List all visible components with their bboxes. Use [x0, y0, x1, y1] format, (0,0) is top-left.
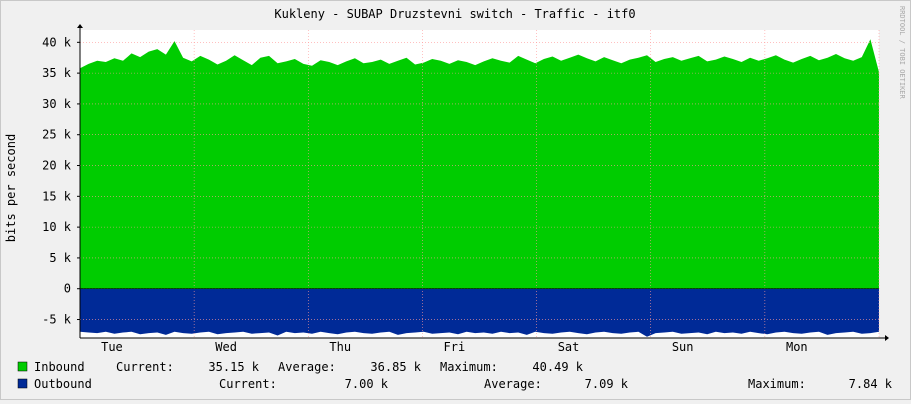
legend-swatch-inbound [17, 361, 28, 372]
chart-title: Kukleny - SUBAP Druzstevni switch - Traf… [274, 7, 635, 21]
y-tick-label: 15 k [42, 189, 72, 203]
y-axis-label: bits per second [4, 134, 18, 242]
legend-inbound-current-value: 35.15 k [208, 360, 259, 374]
legend-inbound-maximum-value: 40.49 k [532, 360, 583, 374]
y-tick-label: -5 k [42, 313, 72, 327]
x-tick-label: Sat [558, 340, 580, 354]
legend-outbound-maximum-value: 7.84 k [849, 377, 893, 391]
legend-swatch-outbound [17, 378, 28, 389]
x-tick-label: Mon [786, 340, 808, 354]
x-tick-label: Fri [444, 340, 466, 354]
legend-outbound-maximum-label: Maximum: [748, 377, 806, 391]
x-tick-label: Tue [101, 340, 123, 354]
y-tick-label: 20 k [42, 159, 72, 173]
series-area-outbound [80, 288, 879, 337]
rrdtool-watermark: RRDTOOL / TOBI OETIKER [898, 6, 906, 100]
y-axis-arrow [77, 24, 83, 28]
y-tick-label: 0 [64, 282, 71, 296]
x-tick-label: Wed [215, 340, 237, 354]
legend: Inbound Current: 35.15 k Average: 36.85 … [17, 360, 893, 391]
y-tick-label: 30 k [42, 97, 72, 111]
legend-outbound-current-value: 7.00 k [345, 377, 389, 391]
y-tick-label: 35 k [42, 66, 72, 80]
legend-inbound-average-value: 36.85 k [370, 360, 421, 374]
y-tick-label: 40 k [42, 35, 72, 49]
series-area-inbound [80, 39, 879, 289]
legend-outbound-name: Outbound [34, 377, 92, 391]
plot-area: 40 k 35 k 30 k 25 k 20 k 15 k 10 k 5 k 0 -5 k Tue W… [42, 24, 889, 354]
x-tick-label: Sun [672, 340, 694, 354]
legend-inbound-maximum-label: Maximum: [440, 360, 498, 374]
legend-inbound-current-label: Current: [116, 360, 174, 374]
legend-outbound-current-label: Current: [219, 377, 277, 391]
legend-inbound-average-label: Average: [278, 360, 336, 374]
y-tick-label: 10 k [42, 220, 72, 234]
x-tick-label: Thu [329, 340, 351, 354]
legend-outbound-average-label: Average: [484, 377, 542, 391]
legend-inbound-name: Inbound [34, 360, 85, 374]
y-tick-label: 25 k [42, 128, 72, 142]
y-tick-label: 5 k [49, 251, 71, 265]
x-axis-arrow [885, 335, 889, 341]
legend-outbound-average-value: 7.09 k [585, 377, 629, 391]
